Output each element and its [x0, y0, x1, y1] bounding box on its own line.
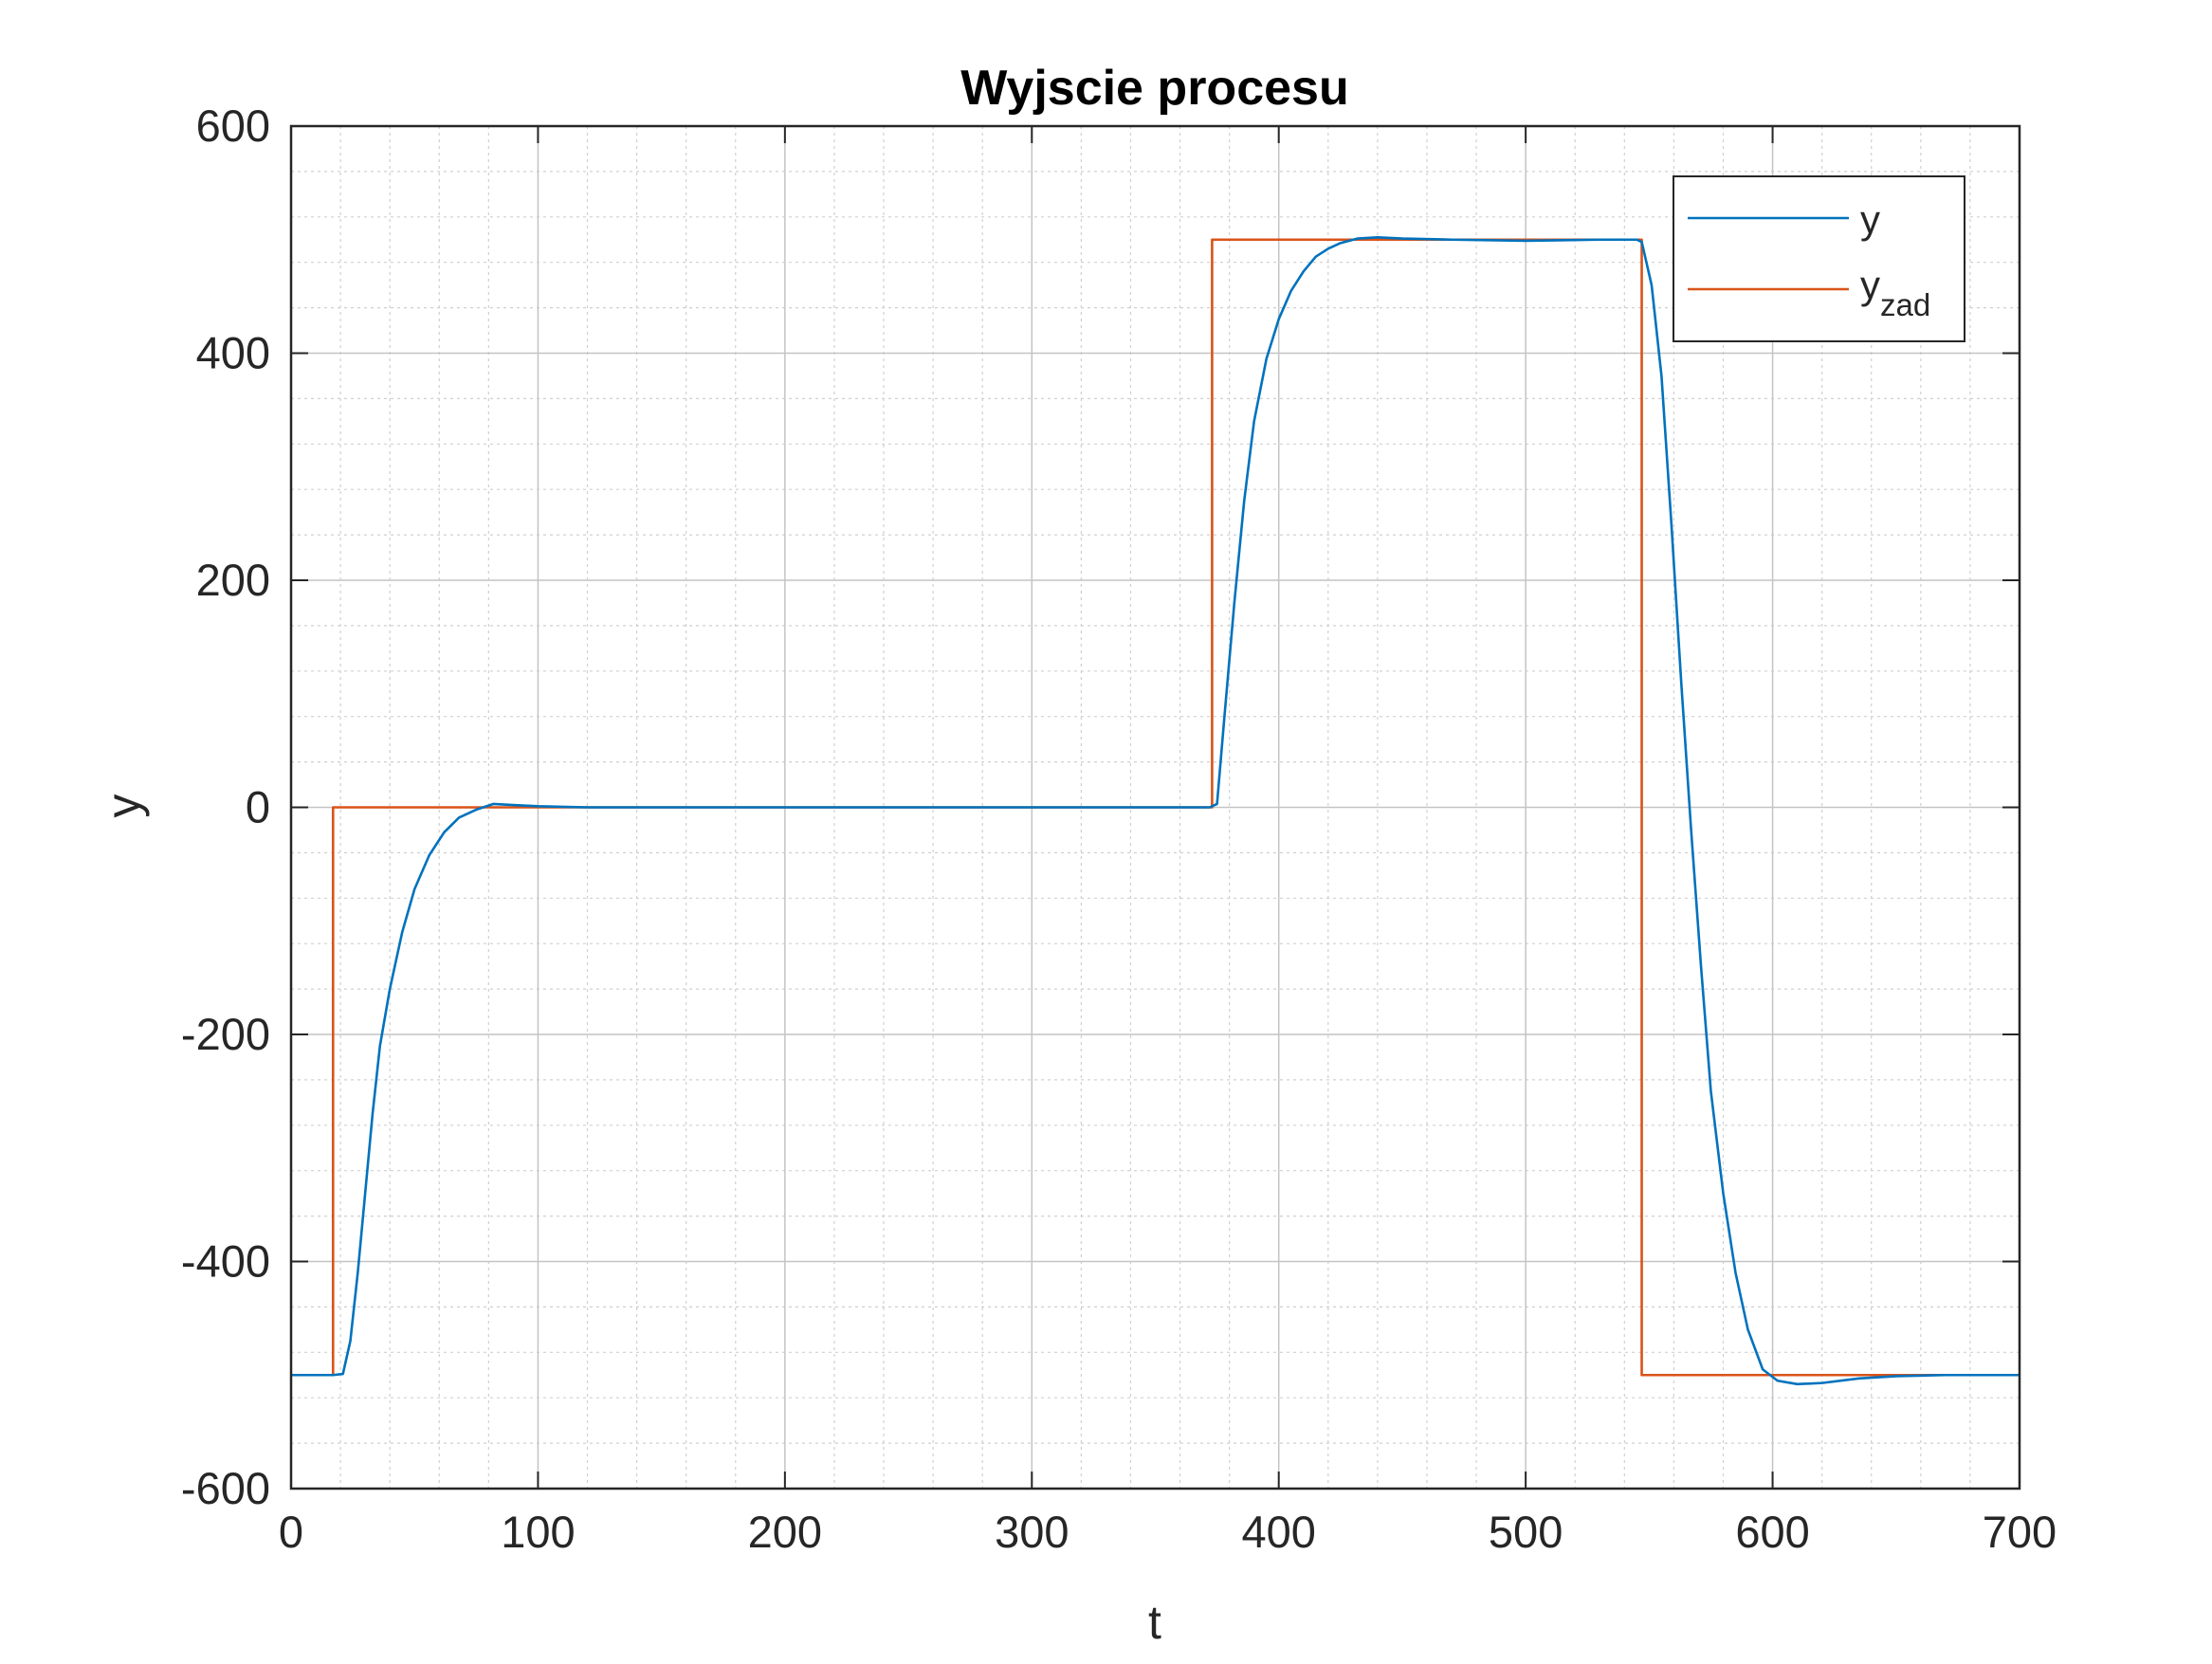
x-tick-label: 300	[995, 1507, 1069, 1557]
y-tick-label: 600	[196, 101, 270, 151]
chart-title: Wyjscie procesu	[960, 61, 1348, 116]
y-axis-label: y	[97, 795, 150, 818]
x-tick-label: 100	[501, 1507, 575, 1557]
legend[interactable]: y yzad	[1673, 175, 1965, 342]
x-tick-labels: 0 100 200 300 400 500 600 700	[279, 1507, 2057, 1557]
series-line-yzad	[291, 238, 2020, 1377]
tick-marks	[290, 125, 2020, 1490]
y-tick-label: 200	[196, 555, 270, 605]
x-axis-label: t	[1148, 1596, 1161, 1649]
legend-label-y: y	[1860, 197, 1880, 242]
y-tick-label: -400	[181, 1236, 270, 1287]
y-tick-label: -600	[181, 1463, 270, 1513]
legend-label-yzad-subscript: zad	[1880, 287, 1930, 322]
y-tick-label: -200	[181, 1009, 270, 1059]
legend-label-yzad-base: y	[1860, 263, 1880, 307]
y-tick-label: 400	[196, 328, 270, 378]
series-layer	[291, 236, 2020, 1386]
x-tick-label: 400	[1242, 1507, 1316, 1557]
x-tick-label: 0	[279, 1507, 303, 1557]
x-tick-label: 600	[1735, 1507, 1809, 1557]
x-tick-label: 200	[748, 1507, 822, 1557]
y-tick-label: 0	[246, 782, 270, 832]
series-line-y	[291, 236, 2020, 1386]
y-tick-labels: -600 -400 -200 0 200 400 600	[181, 101, 270, 1513]
x-tick-label: 500	[1489, 1507, 1563, 1557]
x-tick-label: 700	[1983, 1507, 2057, 1557]
legend-label-yzad: yzad	[1860, 263, 1930, 322]
legend-box	[1673, 175, 1965, 342]
